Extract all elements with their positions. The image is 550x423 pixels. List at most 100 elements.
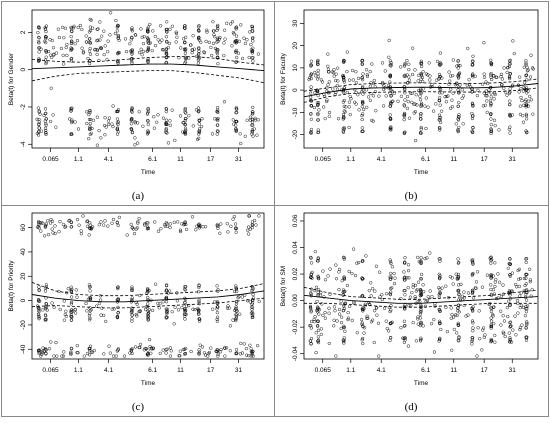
data-point — [316, 118, 320, 122]
data-point — [334, 354, 338, 358]
data-point — [456, 276, 461, 280]
data-point — [410, 100, 414, 105]
data-point — [326, 52, 330, 56]
data-point — [130, 319, 134, 323]
data-point — [489, 273, 494, 277]
data-point — [325, 99, 329, 104]
data-point — [485, 94, 489, 98]
data-point — [146, 41, 150, 45]
data-point — [388, 292, 392, 296]
data-point — [165, 131, 169, 135]
data-point — [156, 229, 161, 233]
data-point — [488, 98, 493, 103]
y-tick-label: 0.02 — [292, 267, 299, 280]
data-point — [428, 78, 432, 82]
data-point — [518, 112, 523, 116]
data-point — [507, 76, 512, 81]
data-point — [499, 75, 503, 79]
data-point — [517, 284, 521, 289]
data-point — [496, 296, 500, 300]
data-point — [88, 46, 92, 51]
data-point — [419, 131, 423, 135]
data-point — [255, 343, 260, 348]
data-point — [61, 222, 66, 227]
data-point — [316, 257, 321, 261]
data-point — [457, 260, 461, 265]
data-point — [413, 68, 417, 72]
data-point — [256, 118, 260, 122]
data-point — [341, 74, 346, 78]
data-point — [234, 307, 238, 311]
scatter-points — [35, 214, 261, 358]
data-point — [419, 87, 423, 91]
data-point — [385, 326, 389, 331]
data-point — [308, 323, 312, 328]
data-point — [196, 52, 201, 57]
data-point — [419, 277, 424, 281]
data-point — [505, 70, 509, 75]
data-point — [69, 34, 73, 39]
data-point — [471, 271, 475, 276]
data-point — [197, 319, 202, 323]
data-point — [366, 95, 371, 99]
data-point — [88, 221, 92, 225]
data-point — [507, 59, 512, 63]
y-axis-label: Beta(t) for Priority — [8, 260, 15, 312]
data-point — [86, 56, 90, 61]
data-point — [184, 35, 188, 39]
data-point — [508, 291, 512, 295]
data-point — [62, 36, 66, 40]
data-point — [316, 72, 320, 76]
data-point — [313, 70, 317, 75]
data-point — [454, 272, 458, 276]
data-point — [43, 346, 47, 351]
x-tick-label: 17 — [481, 156, 489, 163]
data-point — [317, 312, 321, 316]
y-tick-label: -4 — [20, 141, 27, 147]
data-point — [165, 309, 169, 313]
data-point — [350, 68, 355, 73]
data-point — [489, 63, 494, 67]
data-point — [360, 76, 364, 80]
data-point — [342, 126, 346, 130]
data-point — [316, 275, 321, 279]
data-point — [508, 297, 513, 301]
data-point — [130, 296, 134, 300]
data-point — [320, 302, 324, 306]
data-point — [200, 117, 204, 121]
data-point — [508, 71, 513, 76]
data-point — [375, 313, 379, 317]
data-point — [327, 70, 331, 74]
data-point — [237, 39, 242, 43]
data-point — [360, 276, 364, 280]
data-point — [215, 284, 219, 288]
data-point — [482, 335, 486, 339]
y-tick-label: 40 — [20, 248, 27, 256]
data-point — [402, 324, 407, 328]
data-point — [309, 319, 314, 324]
data-point — [135, 302, 139, 306]
data-point — [222, 346, 227, 350]
data-point — [348, 94, 352, 99]
data-point — [62, 318, 67, 322]
data-point — [81, 51, 86, 55]
data-point — [356, 260, 361, 265]
data-point — [444, 305, 448, 310]
data-point — [437, 76, 441, 80]
data-point — [489, 77, 494, 82]
data-point — [231, 118, 235, 122]
data-point — [44, 55, 48, 59]
data-point — [489, 61, 493, 65]
data-point — [90, 225, 95, 229]
x-tick-label: 4.1 — [377, 156, 386, 163]
data-point — [216, 108, 220, 112]
data-point — [168, 119, 172, 123]
data-point — [164, 130, 168, 134]
data-point — [508, 113, 512, 117]
data-point — [57, 35, 62, 40]
data-point — [68, 117, 72, 121]
data-point — [191, 34, 195, 38]
x-tick-label: 6.1 — [421, 367, 430, 374]
data-point — [455, 331, 459, 335]
